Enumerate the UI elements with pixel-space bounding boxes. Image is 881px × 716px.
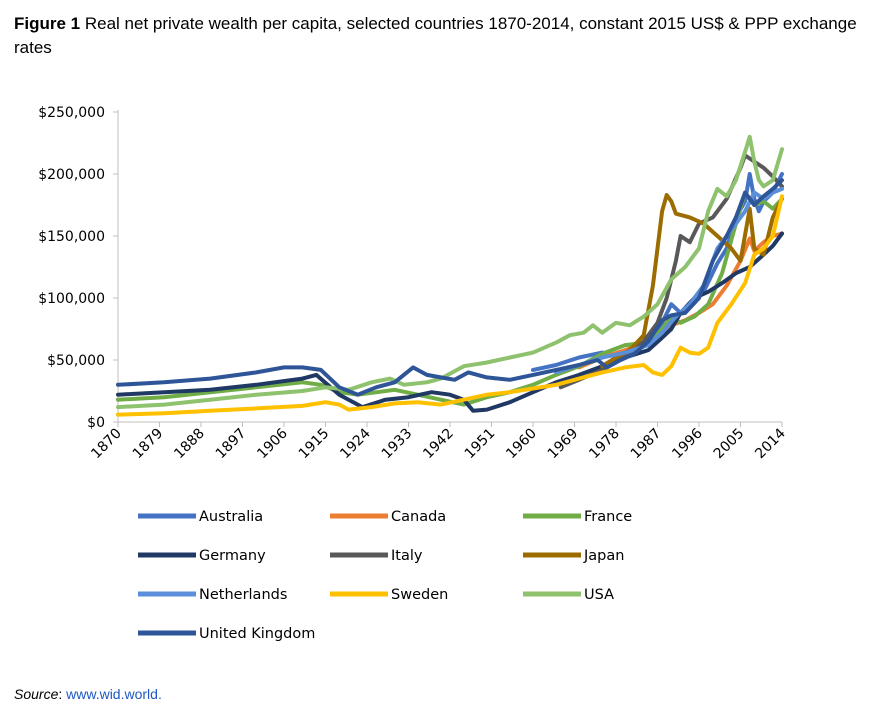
legend-label-italy: Italy xyxy=(391,548,423,564)
x-tick-label: 1933 xyxy=(379,426,416,463)
series-line-japan xyxy=(600,193,784,369)
y-tick-label: $250,000 xyxy=(38,105,105,121)
x-tick-label: 1924 xyxy=(337,425,374,462)
x-tick-label: 1906 xyxy=(254,425,291,462)
x-tick-label: 1951 xyxy=(462,426,499,463)
legend-label-canada: Canada xyxy=(391,509,446,525)
chart-legend: Australia Canada France Germany Italy Japan Ne… xyxy=(138,509,632,642)
figure-label: Figure 1 xyxy=(14,14,81,33)
figure-caption: Real net private wealth per capita, sele… xyxy=(14,14,857,57)
source-note: Source: www.wid.world. xyxy=(14,686,162,702)
figure-title: Figure 1 Real net private wealth per cap… xyxy=(14,12,874,60)
x-tick-label: 1960 xyxy=(503,426,540,463)
legend-label-australia: Australia xyxy=(199,509,263,525)
legend-label-sweden: Sweden xyxy=(391,587,448,603)
chart-axes: $0 $50,000 $100,000 $150,000 $200,000 $250,00… xyxy=(38,105,789,462)
y-tick-label: $200,000 xyxy=(38,167,105,183)
y-tick-label: $100,000 xyxy=(38,291,105,307)
series-line-netherlands xyxy=(554,186,784,375)
x-tick-label: 2005 xyxy=(711,426,748,463)
legend-label-usa: USA xyxy=(584,587,614,603)
x-tick-label: 1969 xyxy=(545,426,582,463)
legend-label-germany: Germany xyxy=(199,548,266,564)
x-tick-label: 1897 xyxy=(213,426,250,463)
series-line-germany xyxy=(116,231,784,413)
x-tick-label: 2014 xyxy=(752,425,789,462)
x-tick-label: 1978 xyxy=(586,426,623,463)
legend-label-japan: Japan xyxy=(583,548,624,564)
source-link[interactable]: www.wid.world. xyxy=(66,686,162,702)
x-tick-label: 1987 xyxy=(628,426,665,463)
x-tick-label: 1996 xyxy=(669,425,706,462)
x-tick-label: 1888 xyxy=(171,426,208,463)
y-tick-label: $0 xyxy=(87,415,105,431)
x-tick-label: 1942 xyxy=(420,426,457,463)
source-label: Source xyxy=(14,686,59,702)
x-tick-label: 1879 xyxy=(130,426,167,463)
source-separator: : xyxy=(58,686,67,702)
x-tick-label: 1915 xyxy=(296,426,333,463)
legend-label-netherlands: Netherlands xyxy=(199,587,287,603)
series-line-sweden xyxy=(116,194,784,417)
legend-label-france: France xyxy=(584,509,632,525)
series-line-usa xyxy=(116,134,784,410)
y-tick-label: $150,000 xyxy=(38,229,105,245)
series-line-united-kingdom xyxy=(116,178,784,397)
chart-series-lines xyxy=(116,134,784,417)
legend-label-united-kingdom: United Kingdom xyxy=(199,626,315,642)
y-tick-label: $50,000 xyxy=(47,353,105,369)
